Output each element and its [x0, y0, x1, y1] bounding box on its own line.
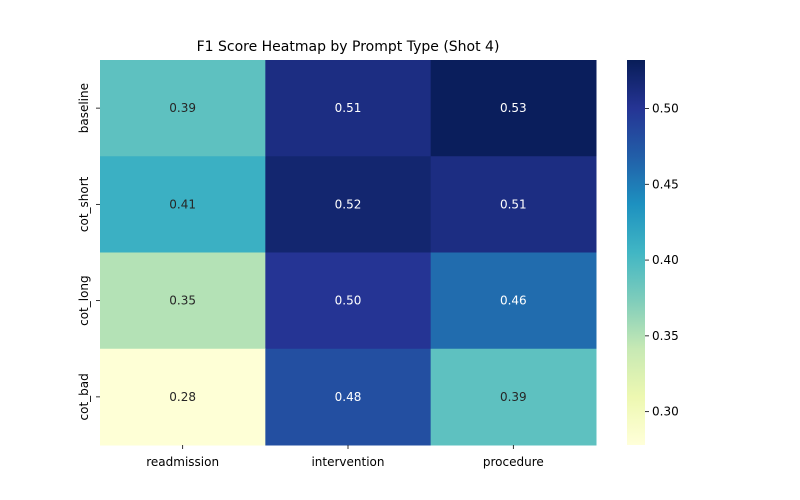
- x-tick-label: readmission: [146, 455, 219, 469]
- colorbar-tick-label: 0.45: [652, 177, 679, 191]
- cell-value-label: 0.51: [335, 101, 362, 115]
- y-tick-label: cot_short: [77, 176, 91, 232]
- colorbar-gradient: [627, 60, 645, 445]
- colorbar-tick-label: 0.35: [652, 329, 679, 343]
- cell-value-label: 0.52: [335, 197, 362, 211]
- colorbar-tick-label: 0.50: [652, 102, 679, 116]
- heatmap-cell: [430, 156, 597, 253]
- y-tick-label: cot_long: [77, 275, 91, 326]
- colorbar: 0.30 0.35 0.40 0.45 0.50: [627, 60, 679, 445]
- heatmap-cell: [100, 252, 266, 350]
- heatmap-cell-labels: 0.39 0.51 0.53 0.41 0.52 0.51 0.35 0.50 0.46 0.28…: [169, 101, 526, 404]
- heatmap-cell: [265, 60, 432, 157]
- colorbar-tick-label: 0.40: [652, 253, 679, 267]
- y-tick-label: baseline: [77, 83, 91, 133]
- heatmap-cell: [265, 252, 432, 350]
- cell-value-label: 0.46: [500, 294, 527, 308]
- cell-value-label: 0.50: [335, 294, 362, 308]
- y-axis: baseline cot_short cot_long cot_bad: [77, 83, 100, 420]
- heatmap-cell: [100, 348, 266, 446]
- x-axis: readmission intervention procedure: [146, 445, 544, 469]
- heatmap-cell: [265, 156, 432, 253]
- heatmap-cell: [265, 348, 432, 446]
- cell-value-label: 0.53: [500, 101, 527, 115]
- heatmap-cell: [100, 156, 266, 253]
- y-tick-label: cot_bad: [77, 373, 91, 420]
- cell-value-label: 0.28: [169, 390, 196, 404]
- cell-value-label: 0.51: [500, 197, 527, 211]
- chart-title: F1 Score Heatmap by Prompt Type (Shot 4): [197, 39, 500, 55]
- heatmap-cell: [430, 348, 597, 446]
- colorbar-tick-label: 0.30: [652, 405, 679, 419]
- x-tick-label: procedure: [483, 455, 544, 469]
- cell-value-label: 0.39: [500, 390, 527, 404]
- cell-value-label: 0.39: [169, 101, 196, 115]
- x-tick-label: intervention: [311, 455, 384, 469]
- heatmap-cells: [100, 60, 597, 446]
- heatmap-cell: [100, 60, 266, 157]
- cell-value-label: 0.41: [169, 197, 196, 211]
- heatmap-cell: [430, 60, 597, 157]
- cell-value-label: 0.35: [169, 294, 196, 308]
- cell-value-label: 0.48: [335, 390, 362, 404]
- heatmap-cell: [430, 252, 597, 350]
